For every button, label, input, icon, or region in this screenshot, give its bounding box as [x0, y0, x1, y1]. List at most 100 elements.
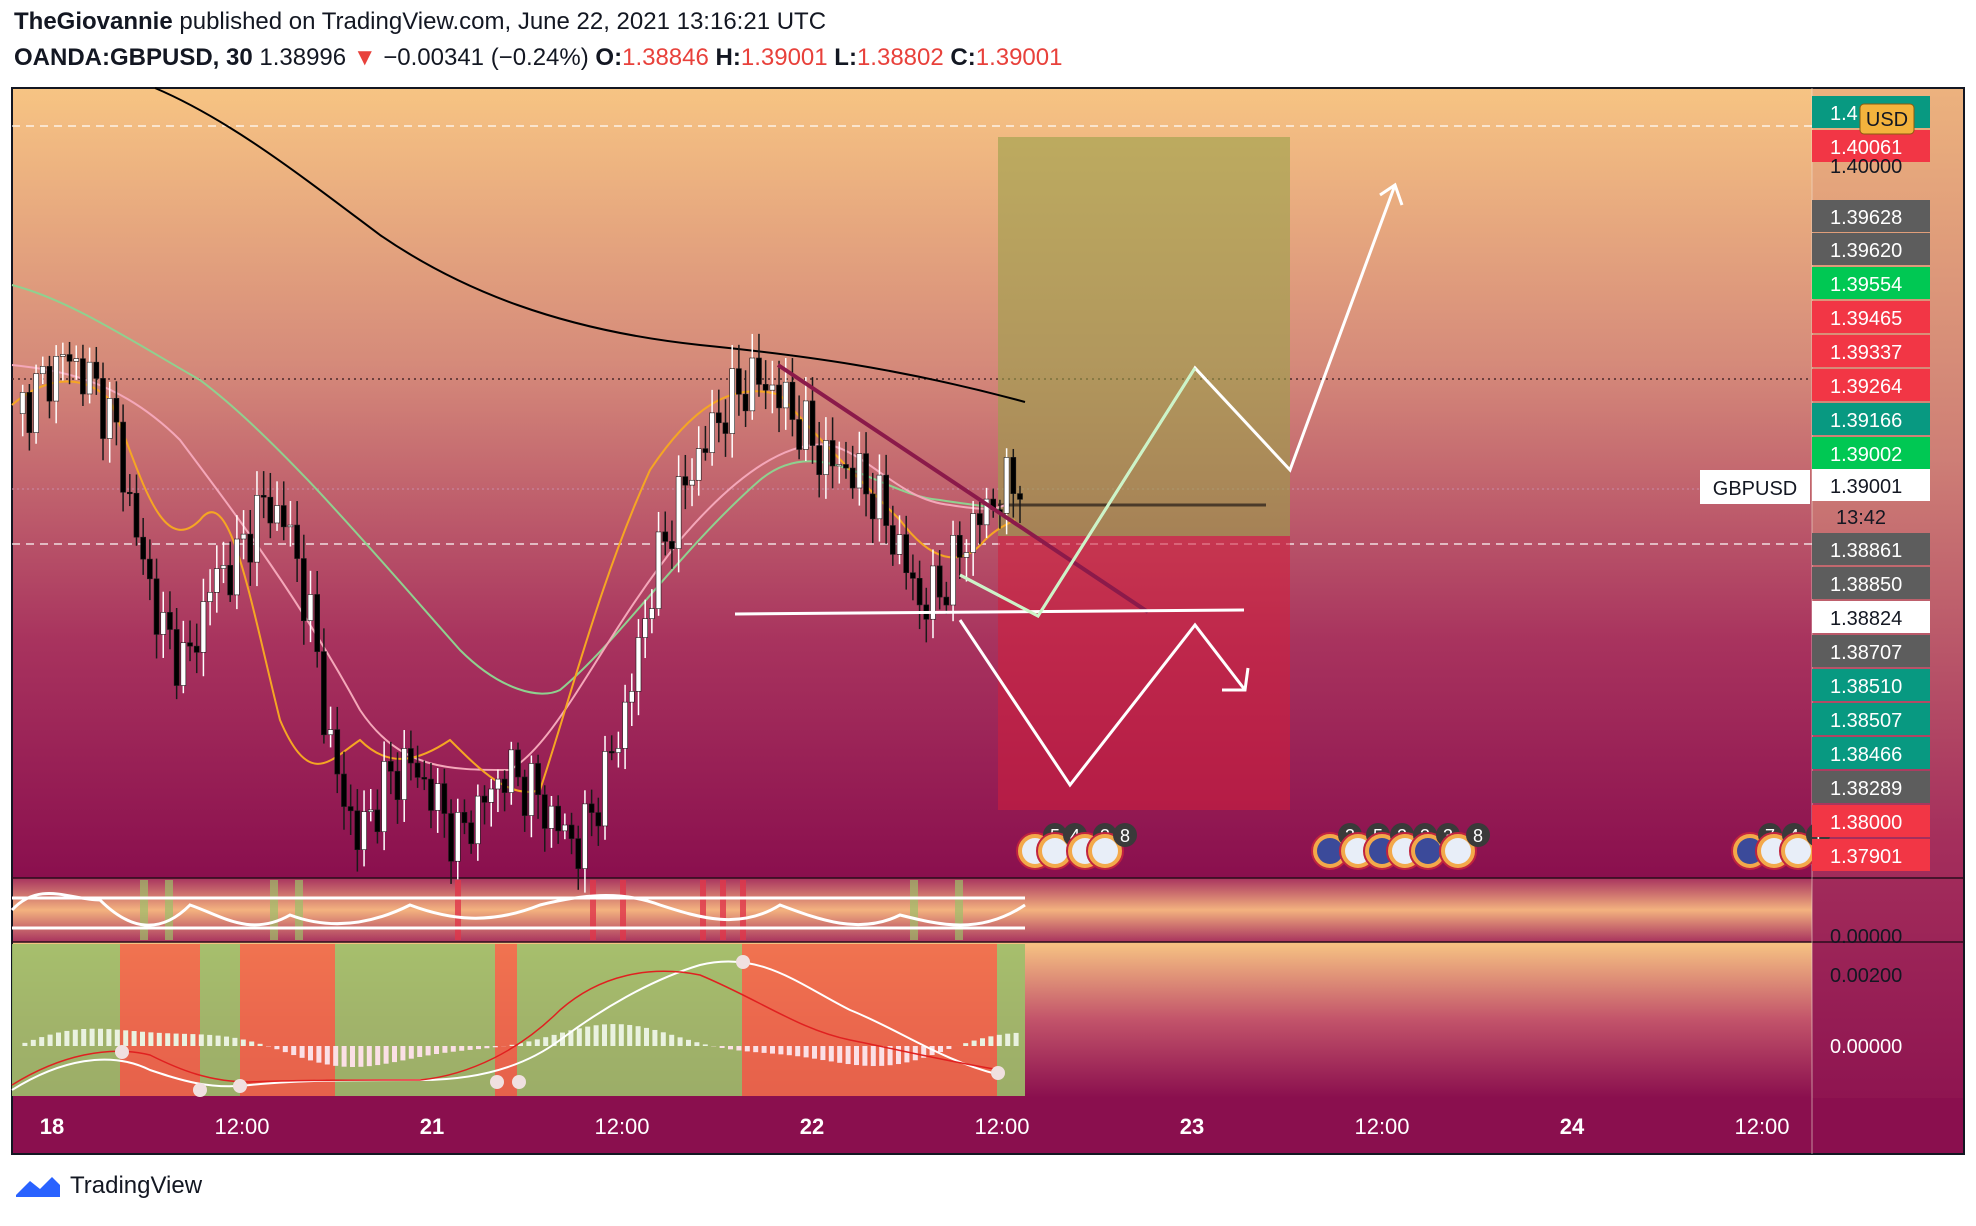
price-label: 1.38466: [1812, 737, 1930, 769]
price-label: 1.39166: [1812, 403, 1930, 435]
candle-body: [1003, 457, 1010, 514]
price-label-text: 1.38707: [1830, 642, 1902, 664]
candle-body: [227, 565, 233, 596]
candle-body: [702, 448, 709, 453]
price-label-background: [1812, 737, 1930, 769]
candle-body: [367, 809, 374, 813]
currency-button[interactable]: [1859, 103, 1915, 135]
candle-body: [575, 838, 582, 869]
stop-zone[interactable]: [998, 536, 1290, 810]
price-label-text: 1.4: [1830, 103, 1858, 125]
price-label-background: [1812, 635, 1930, 667]
candle-body: [167, 612, 173, 630]
candle-body: [528, 763, 535, 816]
macd-histogram-bar: [308, 1046, 313, 1061]
price-label-background: [1812, 771, 1930, 803]
time-axis-label: 22: [800, 1114, 824, 1139]
open-value: 1.38846: [622, 44, 709, 71]
currency-button-label[interactable]: USD: [1866, 109, 1908, 131]
macd-histogram-bar: [417, 1046, 423, 1057]
candle-body: [823, 440, 829, 475]
candle-body: [655, 531, 662, 609]
macd-histogram-bar: [736, 1046, 742, 1051]
price-label-background: [1812, 601, 1930, 633]
candle-body: [408, 748, 414, 764]
macd-histogram-bar: [845, 1046, 851, 1065]
price-label: 1.39002: [1812, 437, 1930, 469]
flag-fill: [1042, 838, 1068, 864]
candle-body: [628, 691, 635, 703]
footer-brand[interactable]: TradingView: [70, 1172, 203, 1199]
macd-histogram-bar: [534, 1039, 540, 1046]
macd-histogram-bar: [476, 1046, 481, 1050]
macd-histogram-bar: [828, 1046, 834, 1062]
macd-histogram-bar: [459, 1046, 465, 1051]
macd-histogram-bar: [22, 1042, 28, 1046]
candle-body: [521, 776, 528, 816]
candle-body: [675, 476, 682, 549]
bearish-projection-path[interactable]: [958, 619, 1247, 788]
candle-body: [642, 618, 648, 638]
candle-body: [501, 778, 508, 793]
macd-histogram-bar: [282, 1046, 288, 1053]
price-label-text: 1.38000: [1830, 812, 1902, 834]
candle-body: [314, 594, 321, 652]
macd-histogram-bar: [400, 1046, 406, 1061]
macd-histogram-bar: [106, 1029, 112, 1046]
macd-histogram-bar: [854, 1046, 859, 1066]
candle-body: [1017, 493, 1023, 500]
price-label-text: 1.40000: [1830, 156, 1902, 178]
candle-body: [140, 536, 146, 560]
candle-body: [26, 392, 33, 433]
macd-histogram-bar: [778, 1046, 784, 1055]
descending-trendline[interactable]: [776, 363, 1150, 614]
candle-body: [147, 558, 153, 580]
macd-histogram-bar: [484, 1046, 490, 1049]
macd-histogram-bar: [728, 1046, 733, 1050]
footer[interactable]: TradingView: [14, 1172, 202, 1200]
macd-histogram-bar: [686, 1039, 691, 1046]
candle-body: [515, 749, 521, 778]
tradingview-logo-icon[interactable]: [14, 1173, 62, 1199]
symbol-tag-text: GBPUSD: [1713, 478, 1797, 500]
candle-body: [756, 357, 762, 385]
close-value: 1.39001: [975, 44, 1063, 71]
candle-body: [836, 464, 843, 467]
macd-histogram-bar: [89, 1028, 95, 1046]
target-zone[interactable]: [998, 137, 1290, 536]
candle-body: [562, 824, 568, 832]
macd-histogram-bar: [921, 1046, 927, 1058]
candle-body: [782, 381, 789, 409]
price-label-text: 1.39628: [1830, 207, 1902, 229]
candle-body: [428, 778, 434, 811]
author-name[interactable]: TheGiovannie: [14, 8, 173, 35]
candle-body: [910, 572, 916, 579]
macd-histogram-bar: [753, 1046, 759, 1053]
macd-histogram-bar: [1013, 1032, 1019, 1046]
economic-events[interactable]: 5438352338741: [1016, 823, 1830, 870]
candle-body: [608, 751, 615, 754]
change-arrow-icon: ▼: [352, 44, 377, 71]
event-badge[interactable]: 8: [1439, 823, 1490, 870]
macd-histogram-bar: [375, 1046, 381, 1066]
candle-body: [475, 795, 481, 845]
macd-histogram-bar: [47, 1034, 53, 1046]
candle-body: [214, 568, 220, 593]
macd-histogram-bar: [887, 1046, 893, 1066]
candle-body: [60, 354, 66, 357]
macd-histogram-bar: [551, 1034, 557, 1046]
low-value: 1.38802: [856, 44, 944, 71]
main-pane-background: [12, 88, 1812, 878]
candle-body: [602, 751, 608, 827]
candle-body: [394, 770, 401, 800]
support-line[interactable]: [734, 608, 1245, 616]
macd-axis-label-top: 0.00200: [1830, 965, 1902, 987]
candle-body: [722, 422, 729, 434]
candle-body: [983, 498, 990, 526]
price-label-background: [1812, 403, 1930, 435]
macd-histogram-bar: [803, 1046, 809, 1058]
event-badge[interactable]: 8: [1086, 823, 1137, 870]
candle-body: [80, 358, 86, 395]
candle-body: [843, 464, 849, 469]
